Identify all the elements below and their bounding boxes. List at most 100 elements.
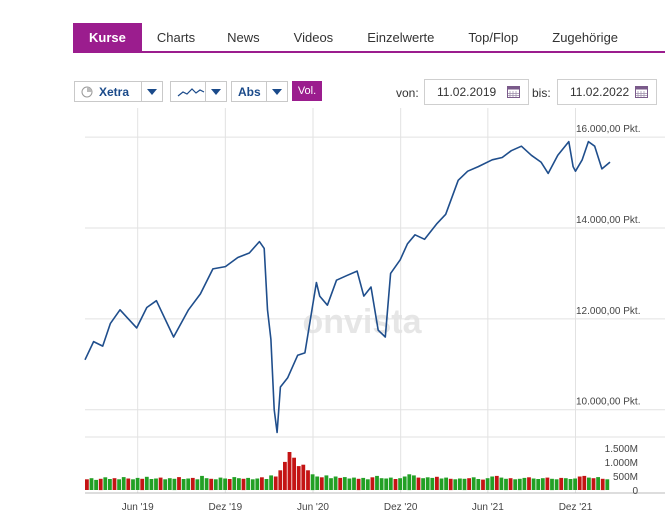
volume-bar xyxy=(163,479,168,490)
from-label: von: xyxy=(396,86,419,100)
volume-bar xyxy=(416,477,421,490)
from-date-value: 11.02.2019 xyxy=(437,85,497,99)
volume-bar xyxy=(388,477,393,490)
volume-bar xyxy=(209,478,214,491)
volume-bar xyxy=(213,479,218,490)
price-tick-label: 12.000,00 Pkt. xyxy=(576,306,641,317)
chevron-down-icon[interactable] xyxy=(266,82,287,101)
calendar-icon[interactable] xyxy=(635,86,648,98)
volume-bar xyxy=(287,452,292,490)
volume-bar xyxy=(172,478,177,491)
volume-bar xyxy=(190,477,195,490)
volume-bar xyxy=(435,476,439,490)
volume-bar xyxy=(412,475,416,490)
volume-bar xyxy=(310,474,315,491)
mode-dropdown[interactable]: Abs xyxy=(231,81,288,102)
pie-icon xyxy=(81,86,93,97)
tab-kurse[interactable]: Kurse xyxy=(73,23,142,51)
volume-bar xyxy=(186,478,191,490)
volume-bar xyxy=(568,479,573,490)
volume-bar xyxy=(563,478,568,490)
volume-bar xyxy=(112,478,117,490)
from-date-field[interactable]: 11.02.2019 xyxy=(424,79,529,105)
price-tick-label: 10.000,00 Pkt. xyxy=(576,397,641,408)
tab-news[interactable]: News xyxy=(227,29,260,45)
line-chart-icon xyxy=(177,87,205,96)
volume-bar xyxy=(370,477,375,490)
volume-bar xyxy=(98,478,103,491)
tab-zugeh-rige[interactable]: Zugehörige xyxy=(552,29,619,45)
mode-label: Abs xyxy=(238,84,261,99)
volume-bar xyxy=(508,478,513,490)
tab-charts[interactable]: Charts xyxy=(156,29,196,45)
to-date-value: 11.02.2022 xyxy=(570,85,630,99)
x-tick-label: Jun '19 xyxy=(122,502,154,513)
volume-bar xyxy=(158,477,163,490)
volume-bar xyxy=(278,470,283,490)
volume-bar xyxy=(430,477,435,490)
volume-bar xyxy=(365,479,370,490)
volume-bar xyxy=(577,476,582,490)
volume-bar xyxy=(241,478,246,491)
chevron-down-icon[interactable] xyxy=(205,82,226,101)
volume-bar xyxy=(338,477,343,490)
volume-bar xyxy=(246,477,250,490)
volume-bar xyxy=(140,478,145,491)
volume-bar xyxy=(605,479,610,490)
volume-bar xyxy=(200,475,204,490)
volume-bar xyxy=(531,478,536,490)
volume-bar xyxy=(573,478,577,490)
volume-bar xyxy=(232,477,237,490)
volume-bar xyxy=(195,479,200,490)
volume-bar xyxy=(458,478,462,490)
tab-bar: Kurse Charts News Videos Einzelwerte Top/Flop… xyxy=(73,23,665,53)
volume-bar xyxy=(379,478,384,490)
volume-bar xyxy=(260,477,264,490)
volume-bar xyxy=(421,478,425,490)
volume-bar xyxy=(375,475,379,490)
volume-bar xyxy=(481,479,485,490)
volume-bar xyxy=(471,477,476,490)
volume-bar xyxy=(292,457,296,490)
volume-bar xyxy=(154,478,158,490)
x-tick-label: Dez '19 xyxy=(209,502,243,513)
price-tick-label: 14.000,00 Pkt. xyxy=(576,215,641,226)
volume-bar xyxy=(402,476,407,490)
volume-tick-label: 500M xyxy=(613,472,638,483)
volume-bar xyxy=(527,477,531,490)
volume-bar xyxy=(283,461,287,490)
volume-bar xyxy=(347,478,352,490)
volume-bar xyxy=(227,479,232,490)
volume-bar xyxy=(126,478,131,490)
volume-bar xyxy=(117,479,121,490)
to-date-field[interactable]: 11.02.2022 xyxy=(557,79,657,105)
volume-bar xyxy=(448,478,453,491)
volume-bar xyxy=(342,477,347,490)
volume-bar xyxy=(462,478,467,491)
volume-bar xyxy=(94,479,98,490)
chevron-down-icon[interactable] xyxy=(141,82,162,101)
volume-bar xyxy=(135,477,140,490)
volume-toggle-button[interactable]: Vol. xyxy=(292,81,322,101)
tab-einzelwerte[interactable]: Einzelwerte xyxy=(367,29,435,45)
chart-style-dropdown[interactable] xyxy=(170,81,227,102)
volume-bar xyxy=(149,479,154,490)
volume-bar xyxy=(485,478,490,490)
volume-bar xyxy=(329,478,333,490)
volume-bar xyxy=(223,478,227,490)
volume-bar xyxy=(306,470,310,490)
volume-bar xyxy=(444,477,448,490)
volume-tick-label: 1.500M xyxy=(605,444,638,455)
volume-bar xyxy=(85,479,89,490)
volume-bar xyxy=(536,479,541,490)
volume-bar xyxy=(545,477,550,490)
tab-videos[interactable]: Videos xyxy=(293,29,334,45)
volume-bar xyxy=(522,477,527,490)
volume-bar xyxy=(490,476,495,490)
tab-top-flop[interactable]: Top/Flop xyxy=(468,29,519,45)
x-tick-label: Jun '21 xyxy=(472,502,504,513)
calendar-icon[interactable] xyxy=(507,86,520,98)
volume-bar xyxy=(596,477,600,490)
volume-bar xyxy=(269,475,273,490)
exchange-dropdown[interactable]: Xetra xyxy=(74,81,163,102)
